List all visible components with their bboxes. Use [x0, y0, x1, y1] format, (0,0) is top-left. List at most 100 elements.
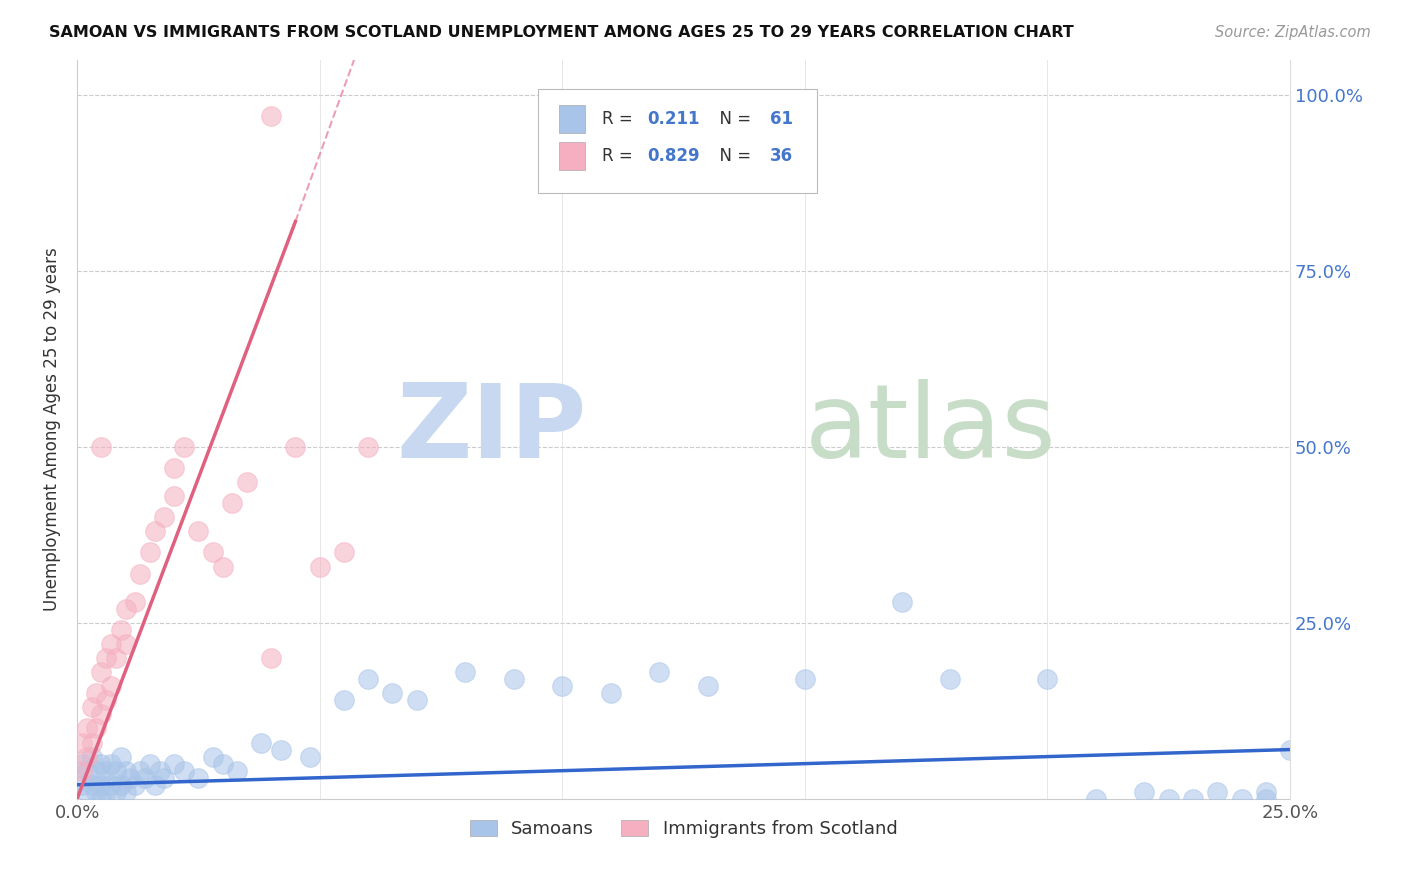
- Point: [173, 440, 195, 454]
- Point: [333, 545, 356, 559]
- Point: [143, 778, 166, 792]
- Point: [1279, 742, 1302, 756]
- Point: [90, 778, 112, 792]
- Point: [284, 440, 307, 454]
- Point: [80, 778, 103, 792]
- Point: [76, 764, 98, 778]
- Y-axis label: Unemployment Among Ages 25 to 29 years: Unemployment Among Ages 25 to 29 years: [44, 247, 60, 611]
- Point: [114, 785, 136, 799]
- Point: [502, 672, 524, 686]
- Point: [80, 735, 103, 749]
- Point: [104, 785, 127, 799]
- Point: [104, 764, 127, 778]
- Text: 61: 61: [769, 110, 793, 128]
- Point: [70, 735, 93, 749]
- Point: [70, 756, 93, 771]
- Point: [201, 545, 224, 559]
- Point: [454, 665, 477, 679]
- Text: Source: ZipAtlas.com: Source: ZipAtlas.com: [1215, 25, 1371, 40]
- Point: [298, 749, 321, 764]
- Point: [260, 651, 283, 665]
- Point: [86, 764, 108, 778]
- Point: [120, 771, 142, 785]
- Point: [211, 756, 233, 771]
- Point: [357, 440, 380, 454]
- Point: [250, 735, 273, 749]
- Point: [100, 637, 122, 651]
- Point: [1036, 672, 1059, 686]
- Point: [90, 665, 112, 679]
- Text: R =: R =: [602, 146, 638, 165]
- Point: [1254, 785, 1277, 799]
- Point: [405, 693, 427, 707]
- Point: [134, 771, 156, 785]
- Point: [129, 764, 152, 778]
- Point: [939, 672, 962, 686]
- Text: atlas: atlas: [804, 379, 1056, 480]
- Point: [90, 792, 112, 806]
- Point: [86, 785, 108, 799]
- Point: [100, 778, 122, 792]
- FancyBboxPatch shape: [558, 142, 585, 169]
- Point: [153, 510, 176, 524]
- Point: [110, 778, 132, 792]
- Point: [1084, 792, 1107, 806]
- Point: [124, 595, 146, 609]
- Text: N =: N =: [709, 110, 756, 128]
- Point: [1230, 792, 1253, 806]
- Point: [1157, 792, 1180, 806]
- Point: [1133, 785, 1156, 799]
- Point: [890, 595, 912, 609]
- Point: [163, 461, 186, 475]
- Point: [114, 637, 136, 651]
- Text: SAMOAN VS IMMIGRANTS FROM SCOTLAND UNEMPLOYMENT AMONG AGES 25 TO 29 YEARS CORREL: SAMOAN VS IMMIGRANTS FROM SCOTLAND UNEMP…: [49, 25, 1074, 40]
- Point: [696, 679, 718, 693]
- Point: [163, 756, 186, 771]
- Point: [80, 749, 103, 764]
- FancyBboxPatch shape: [538, 89, 817, 193]
- Point: [110, 623, 132, 637]
- Legend: Samoans, Immigrants from Scotland: Samoans, Immigrants from Scotland: [463, 813, 904, 846]
- Text: 0.829: 0.829: [647, 146, 700, 165]
- Point: [308, 559, 330, 574]
- Point: [86, 722, 108, 736]
- Point: [201, 749, 224, 764]
- Point: [187, 524, 209, 539]
- Point: [86, 686, 108, 700]
- Point: [143, 524, 166, 539]
- Point: [1206, 785, 1229, 799]
- Point: [173, 764, 195, 778]
- Text: R =: R =: [602, 110, 638, 128]
- Point: [333, 693, 356, 707]
- Point: [187, 771, 209, 785]
- Point: [96, 693, 118, 707]
- Point: [599, 686, 621, 700]
- Text: N =: N =: [709, 146, 756, 165]
- Point: [357, 672, 380, 686]
- Point: [381, 686, 404, 700]
- Text: 36: 36: [769, 146, 793, 165]
- Point: [96, 764, 118, 778]
- Point: [96, 785, 118, 799]
- Point: [70, 764, 93, 778]
- Point: [100, 756, 122, 771]
- Point: [148, 764, 170, 778]
- Point: [139, 545, 162, 559]
- Point: [260, 109, 283, 123]
- Point: [139, 756, 162, 771]
- Point: [793, 672, 815, 686]
- Point: [104, 651, 127, 665]
- Point: [648, 665, 671, 679]
- Point: [1181, 792, 1204, 806]
- FancyBboxPatch shape: [558, 104, 585, 133]
- Point: [129, 566, 152, 581]
- Point: [270, 742, 292, 756]
- Point: [100, 679, 122, 693]
- Point: [163, 489, 186, 503]
- Point: [221, 496, 243, 510]
- Point: [96, 651, 118, 665]
- Point: [114, 764, 136, 778]
- Point: [76, 722, 98, 736]
- Text: ZIP: ZIP: [396, 379, 586, 480]
- Point: [70, 778, 93, 792]
